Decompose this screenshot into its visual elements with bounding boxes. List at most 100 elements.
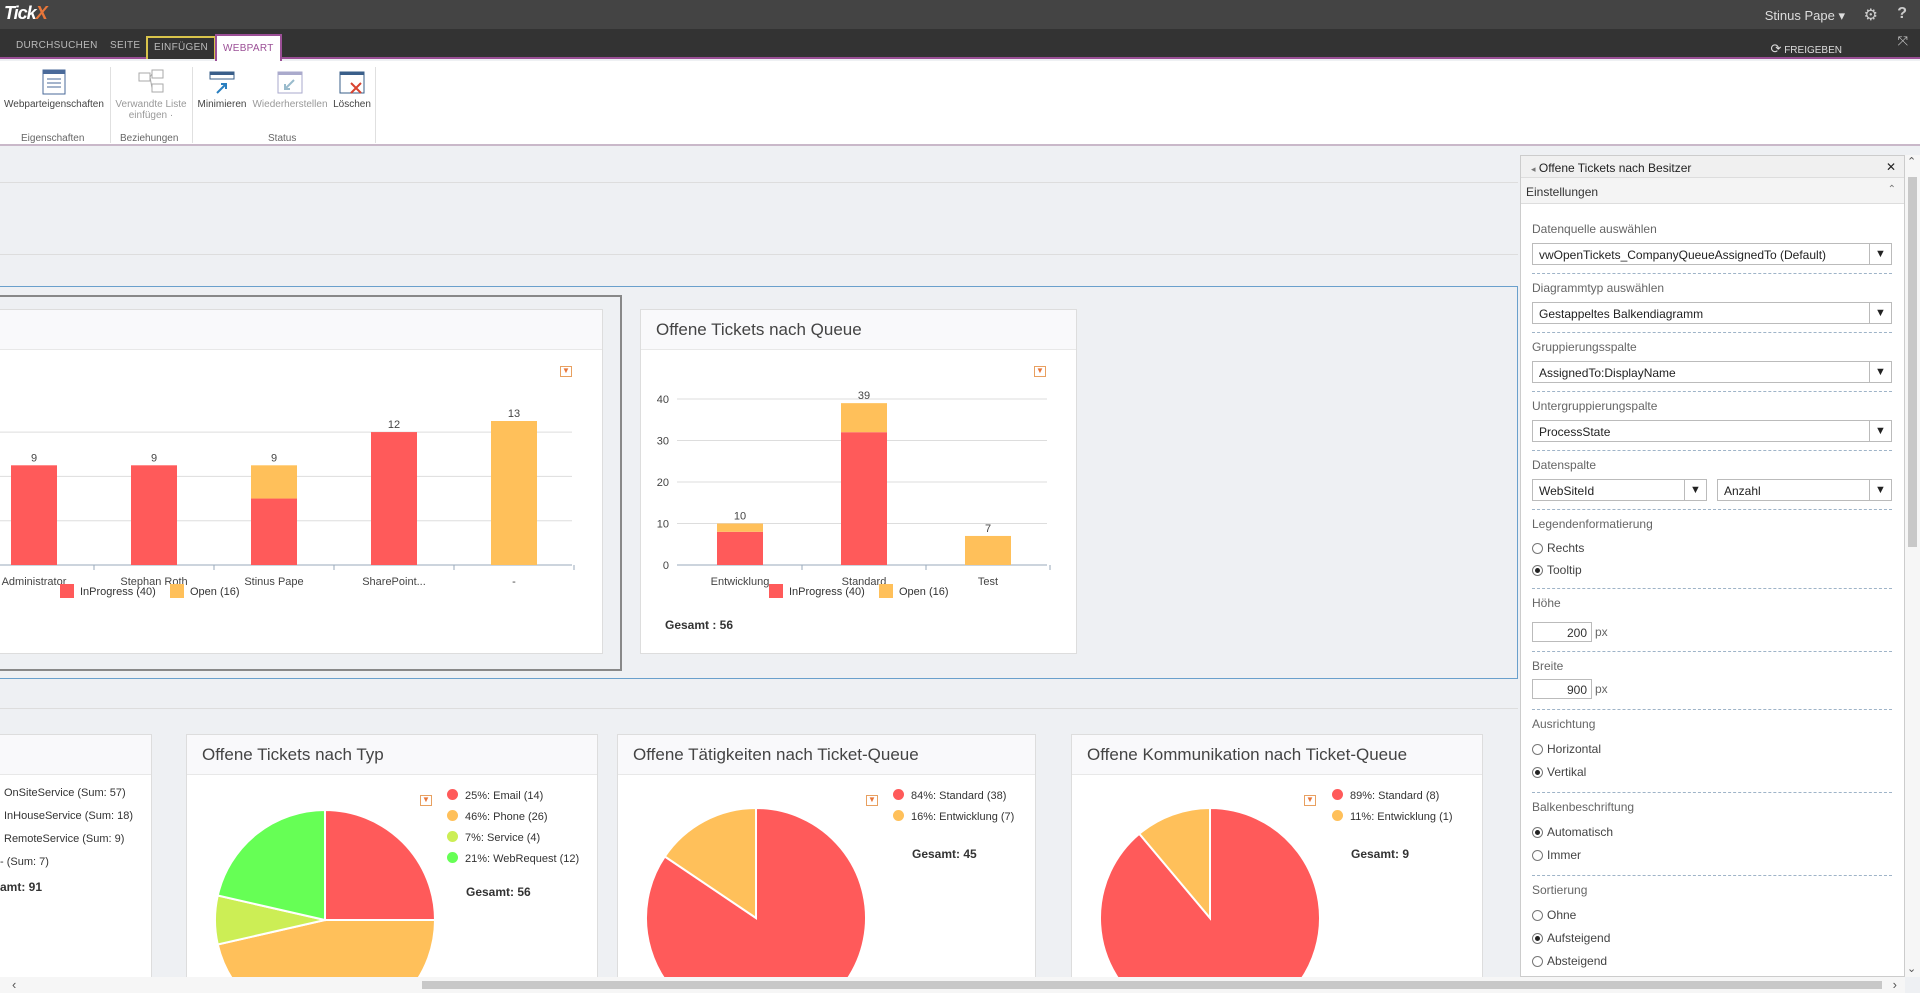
width-label: Breite [1532,659,1564,673]
radio-always[interactable]: Immer [1532,848,1581,862]
bar-total-label: 13 [508,408,520,420]
divider [1532,391,1892,392]
ribbon-tabs: DURCHSUCHEN SEITE EINFÜGEN WEBPART ⟳ FRE… [0,29,1920,61]
radio-label: Immer [1547,848,1581,862]
ribbon-separator [375,67,376,143]
radio-sort-desc[interactable]: Absteigend [1532,954,1607,968]
pie-slice [1137,806,1211,921]
settings-section-header[interactable]: Einstellungen ⌃ [1521,178,1904,204]
webpart-tickets-by-owner: ▼ 9 Administrator 9 Stephan Roth 9 Stinus Pap… [0,309,603,654]
chart-type-select[interactable]: Gestappeltes Balkendiagramm ▼ [1532,302,1892,324]
collapse-up-icon[interactable]: ⌃ [1887,184,1896,195]
webpart-communication-by-queue: Offene Kommunikation nach Ticket-Queue ▼… [1071,734,1483,980]
minimize-label: Minimieren [197,99,247,110]
bar-segment [491,421,537,565]
tab-durchsuchen[interactable]: DURCHSUCHEN [16,40,98,51]
tab-einfuegen[interactable]: EINFÜGEN [146,36,217,59]
app-logo[interactable]: TickX [4,3,48,24]
aggregate-select[interactable]: Anzahl ▼ [1717,479,1892,501]
minimize-button[interactable]: Minimieren [196,69,248,111]
sync-icon: ⟳ [1770,41,1782,56]
pie-legend-item: 16%: Entwicklung (7) [893,810,1014,823]
chart-menu-icon[interactable]: ▼ [420,795,432,806]
gear-icon[interactable]: ⚙ [1863,7,1878,24]
legend-format-label: Legendenformatierung [1532,517,1653,531]
height-input[interactable]: 200 [1532,622,1592,642]
radio-label: Automatisch [1547,825,1614,839]
webpart-title: Offene Kommunikation nach Ticket-Queue [1087,745,1408,764]
radio-sort-none[interactable]: Ohne [1532,908,1576,922]
width-input[interactable]: 900 [1532,679,1592,699]
radio-vertical[interactable]: Vertikal [1532,765,1586,779]
scroll-right-icon[interactable]: › [1892,977,1897,992]
subgroup-column-select[interactable]: ProcessState ▼ [1532,420,1892,442]
select-value: vwOpenTickets_CompanyQueueAssignedTo (De… [1539,248,1827,262]
user-menu[interactable]: Stinus Pape ▾ [1764,8,1845,23]
ribbon: Webparteigenschaften Verwandte Liste ein… [0,61,1920,146]
orientation-label: Ausrichtung [1532,717,1596,731]
legend-inprogress: InProgress (40) [769,584,865,598]
radio-label: Tooltip [1547,563,1582,577]
webpart-title: Offene Tickets nach Typ [202,745,384,764]
type-pie-chart [214,808,437,980]
suite-bar: TickX Stinus Pape ▾ ⚙ ? [0,0,1920,29]
radio-legend-tooltip[interactable]: Tooltip [1532,563,1582,577]
scroll-left-icon[interactable]: ‹ [12,977,17,992]
webpart-service-sums: OnSiteService (Sum: 57) InHouseService (… [0,734,152,978]
chart-menu-icon[interactable]: ▼ [866,795,878,806]
x-tick-label: Standard [842,576,887,588]
tab-webpart[interactable]: WEBPART [215,34,282,61]
chart-menu-icon[interactable]: ▼ [1034,366,1046,377]
insert-related-list-button[interactable]: Verwandte Liste einfügen · [113,69,189,121]
horizontal-scrollbar[interactable]: ‹ › [0,977,1905,993]
help-icon[interactable]: ? [1897,5,1907,22]
radio-indicator [1532,956,1543,967]
collapse-left-icon[interactable]: ◂ [1531,164,1536,174]
scroll-down-icon[interactable]: ⌄ [1907,963,1917,975]
divider [1532,792,1892,793]
webpart-title: Offene Tickets nach Queue [656,320,862,339]
chart-menu-icon[interactable]: ▼ [1304,795,1316,806]
share-button[interactable]: ⟳ FREIGEBEN [1771,41,1842,57]
bar-label-label: Balkenbeschriftung [1532,800,1635,814]
radio-indicator [1532,565,1543,576]
group-column-select[interactable]: AssignedTo:DisplayName ▼ [1532,361,1892,383]
chart-menu-icon[interactable]: ▼ [560,366,572,377]
vertical-scrollbar[interactable]: ⌃ ⌄ [1905,155,1920,977]
webpart-properties-button[interactable]: Webparteigenschaften [4,69,104,111]
group-label-beziehungen: Beziehungen [120,133,179,144]
empty-zone [0,182,1518,255]
data-column-select[interactable]: WebSiteId ▼ [1532,479,1707,501]
radio-sort-asc[interactable]: Aufsteigend [1532,931,1610,945]
fullscreen-icon[interactable]: ⤧ [1897,33,1908,48]
webpart-header [187,735,597,775]
webpart-header [618,735,1035,775]
chart-type-label: Diagrammtyp auswählen [1532,281,1665,295]
ribbon-separator [110,67,111,143]
height-label: Höhe [1532,596,1561,610]
bar-total-label: 10 [734,511,746,523]
legend-label: 7%: Service (4) [465,832,541,844]
tab-seite[interactable]: SEITE [110,40,141,51]
scroll-thumb[interactable] [1908,177,1917,547]
legend-dot [447,810,458,821]
bar-segment [841,432,887,565]
select-value: ProcessState [1539,425,1611,439]
radio-label: Vertikal [1547,765,1587,779]
webpart-header [0,310,602,350]
webpart-properties-label: Webparteigenschaften [4,99,104,110]
scroll-up-icon[interactable]: ⌃ [1907,156,1917,168]
related-list-icon [138,69,164,95]
scroll-thumb[interactable] [422,981,1882,989]
legend-dot [447,789,458,800]
delete-button[interactable]: Löschen [331,69,373,111]
bar-segment [251,465,297,499]
radio-horizontal[interactable]: Horizontal [1532,742,1601,756]
restore-button[interactable]: Wiederherstellen [252,69,328,111]
webpart-tickets-by-queue: Offene Tickets nach Queue ▼ 0 10 20 30 40 10 E… [640,309,1077,654]
datasource-select[interactable]: vwOpenTickets_CompanyQueueAssignedTo (De… [1532,243,1892,265]
radio-legend-right[interactable]: Rechts [1532,541,1584,555]
radio-auto[interactable]: Automatisch [1532,825,1613,839]
close-icon[interactable]: ✕ [1885,160,1896,174]
x-tick-label: Entwicklung [711,576,770,588]
